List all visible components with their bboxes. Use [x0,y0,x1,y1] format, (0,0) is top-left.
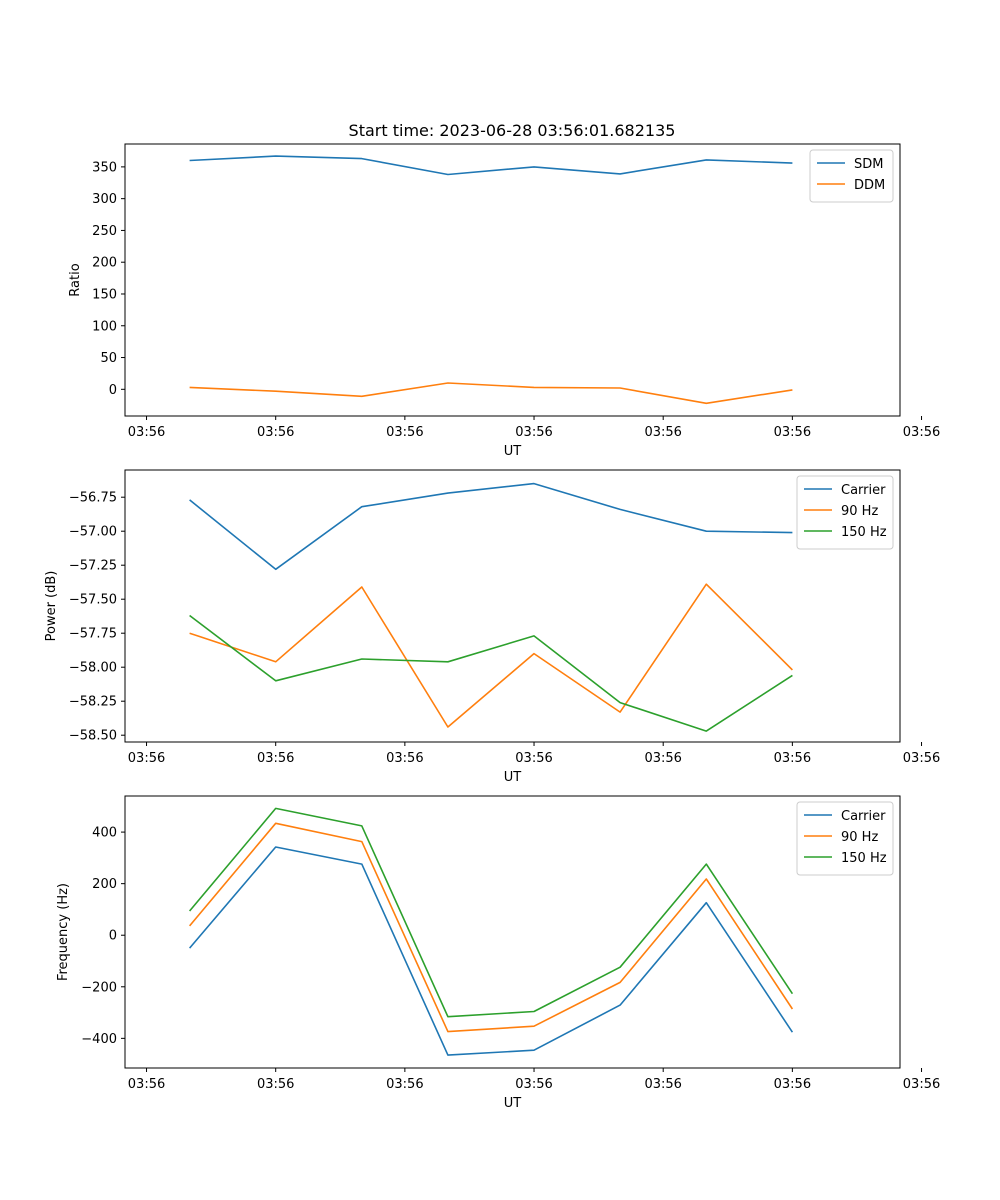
x-tick-label: 03:56 [903,751,940,766]
x-tick-label: 03:56 [903,1077,940,1092]
y-tick-label: −400 [81,1032,117,1047]
x-tick-label: 03:56 [257,751,294,766]
y-tick-label: 200 [92,877,117,892]
x-tick-label: 03:56 [257,1077,294,1092]
x-axis-label: UT [504,444,522,459]
x-tick-label: 03:56 [644,751,681,766]
y-axis-label: Ratio [68,263,83,296]
y-tick-label: −57.50 [69,593,117,608]
x-tick-label: 03:56 [386,751,423,766]
x-axis-label: UT [504,1096,522,1111]
y-tick-label: 0 [109,929,117,944]
y-axis-label: Power (dB) [44,571,59,642]
chart-panel-1: 03:56 03:56 03:56 03:56 03:56 03:56 03:56 0 50 10… [68,143,940,459]
chart-panel-2: 03:56 03:56 03:56 03:56 03:56 03:56 03:56 −56.7… [44,469,940,785]
x-tick-label: 03:56 [644,1077,681,1092]
legend-label: 90 Hz [841,504,878,519]
charts-container: 03:56 03:56 03:56 03:56 03:56 03:56 03:56 0 50 10… [44,143,940,1111]
y-tick-label: −56.75 [69,491,117,506]
y-tick-label: 200 [92,256,117,271]
plot-frame [124,795,901,1069]
y-tick-label: −58.50 [69,729,117,744]
y-tick-label: −200 [81,980,117,995]
y-tick-label: 100 [92,319,117,334]
figure-title: Start time: 2023-06-28 03:56:01.682135 [349,121,676,140]
y-tick-label: 50 [100,351,117,366]
legend-label: SDM [854,157,883,172]
y-tick-label: −58.25 [69,695,117,710]
chart-panel-3: 03:56 03:56 03:56 03:56 03:56 03:56 03:56 400 20… [56,795,940,1111]
y-tick-label: 250 [92,224,117,239]
y-tick-label: −57.00 [69,525,117,540]
legend-label: Carrier [841,809,886,824]
series-line-ddm [189,382,793,405]
plot-frame [124,469,901,743]
series-line-carrier [189,482,793,571]
x-axis-label: UT [504,770,522,785]
legend-label: 150 Hz [841,851,887,866]
x-tick-label: 03:56 [128,751,165,766]
legend-label: 90 Hz [841,830,878,845]
x-tick-label: 03:56 [644,425,681,440]
y-tick-label: 350 [92,160,117,175]
series-line-carrier [188,846,794,1056]
series-line-sdm [189,155,793,176]
x-tick-label: 03:56 [128,1077,165,1092]
x-tick-label: 03:56 [128,425,165,440]
y-tick-label: −57.25 [69,559,117,574]
y-tick-label: 150 [92,287,117,302]
series-line-90-hz [189,583,793,728]
x-tick-label: 03:56 [515,1077,552,1092]
x-tick-label: 03:56 [774,425,811,440]
legend-label: Carrier [841,483,886,498]
y-tick-label: 0 [109,383,117,398]
x-tick-label: 03:56 [903,425,940,440]
series-line-150-hz [188,807,794,1018]
y-tick-label: 400 [92,826,117,841]
x-tick-label: 03:56 [257,425,294,440]
y-tick-label: −57.75 [69,627,117,642]
x-tick-label: 03:56 [774,751,811,766]
legend: SDM DDM [809,149,894,203]
x-tick-label: 03:56 [386,1077,423,1092]
y-tick-label: −58.00 [69,661,117,676]
legend: Carrier 90 Hz 150 Hz [796,475,894,550]
series-line-150-hz [189,614,793,732]
x-tick-label: 03:56 [774,1077,811,1092]
legend: Carrier 90 Hz 150 Hz [796,801,894,876]
series-line-90-hz [188,822,794,1033]
y-tick-label: 300 [92,192,117,207]
legend-label: 150 Hz [841,525,887,540]
x-tick-label: 03:56 [515,425,552,440]
x-tick-label: 03:56 [515,751,552,766]
legend-label: DDM [854,178,885,193]
plot-frame [124,143,901,417]
x-tick-label: 03:56 [386,425,423,440]
y-axis-label: Frequency (Hz) [56,883,71,981]
